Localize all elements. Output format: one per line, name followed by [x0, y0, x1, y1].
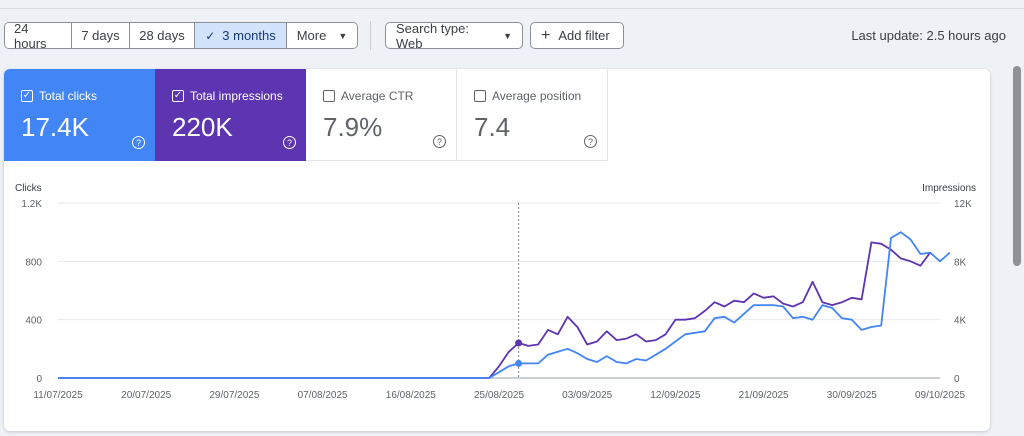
right-axis-tick-label: 8K [954, 257, 967, 268]
range-28-days-button[interactable]: 28 days [130, 23, 195, 48]
average-position-value: 7.4 [474, 112, 511, 142]
add-filter-button[interactable]: + Add filter [530, 22, 624, 49]
average-position-label: Average position [492, 89, 582, 103]
x-axis-tick-label: 20/07/2025 [121, 390, 171, 401]
x-axis-tick-label: 21/09/2025 [739, 390, 789, 401]
total-impressions-tile[interactable]: ✓ Total impressions 220K ? [155, 69, 306, 161]
x-axis-tick-label: 03/09/2025 [562, 390, 612, 401]
help-icon[interactable]: ? [283, 136, 296, 149]
average-ctr-value: 7.9% [323, 112, 383, 142]
left-axis-title: Clicks [15, 183, 42, 194]
range-3-months-label: 3 months [222, 28, 276, 43]
total-impressions-label-row: ✓ Total impressions [172, 89, 283, 103]
total-clicks-label: Total clicks [39, 89, 98, 103]
date-range-toolbar: 24 hours 7 days 28 days ✓ 3 months More … [4, 22, 358, 49]
average-ctr-label-row: Average CTR [323, 89, 413, 103]
toolbar-separator [370, 21, 371, 50]
total-clicks-value: 17.4K [21, 112, 89, 142]
range-3-months-button[interactable]: ✓ 3 months [195, 23, 287, 48]
x-axis-tick-label: 07/08/2025 [298, 390, 348, 401]
checkbox-unchecked-icon [323, 90, 335, 102]
x-axis-tick-label: 12/09/2025 [650, 390, 700, 401]
date-range-selector: 24 hours 7 days 28 days ✓ 3 months More … [4, 22, 358, 49]
clicks-series-line [58, 231, 951, 379]
checkbox-unchecked-icon [474, 90, 486, 102]
x-axis-tick-label: 25/08/2025 [474, 390, 524, 401]
dropdown-arrow-icon: ▼ [503, 30, 512, 41]
performance-card: ✓ Total clicks 17.4K ? ✓ Total impressio… [4, 69, 990, 431]
left-axis-tick-label: 0 [36, 374, 42, 385]
left-axis-tick-label: 400 [25, 316, 42, 327]
search-type-label: Search type: Web [396, 20, 469, 51]
check-icon: ✓ [205, 28, 216, 43]
top-divider [0, 8, 1024, 9]
scrollbar-thumb[interactable] [1013, 66, 1021, 266]
x-axis-tick-label: 16/08/2025 [386, 390, 436, 401]
clicks-hover-point [515, 359, 523, 367]
checkbox-checked-icon: ✓ [172, 90, 184, 102]
search-type-dropdown[interactable]: Search type: Web ▼ [385, 20, 523, 51]
average-ctr-tile[interactable]: Average CTR 7.9% ? [306, 69, 457, 161]
plus-icon: + [541, 26, 551, 44]
average-position-tile[interactable]: Average position 7.4 ? [457, 69, 608, 161]
right-axis-tick-label: 12K [954, 199, 972, 210]
x-axis-tick-label: 29/07/2025 [209, 390, 259, 401]
checkbox-checked-icon: ✓ [21, 90, 33, 102]
total-impressions-label: Total impressions [190, 89, 283, 103]
help-icon[interactable]: ? [433, 135, 446, 148]
average-position-label-row: Average position [474, 89, 581, 103]
more-dropdown[interactable]: More ▼ [287, 23, 357, 48]
x-axis-tick-label: 09/10/2025 [915, 390, 965, 401]
more-label: More [296, 28, 327, 43]
impressions-series-line [58, 241, 931, 379]
left-axis-tick-label: 1.2K [21, 199, 42, 210]
add-filter-label: Add filter [558, 28, 610, 43]
left-axis-tick-label: 800 [25, 257, 42, 268]
total-impressions-value: 220K [172, 112, 233, 142]
last-update-text: Last update: 2.5 hours ago [851, 28, 1006, 43]
total-clicks-label-row: ✓ Total clicks [21, 89, 97, 103]
x-axis-tick-label: 30/09/2025 [827, 390, 877, 401]
right-axis-tick-label: 4K [954, 316, 967, 327]
help-icon[interactable]: ? [584, 135, 597, 148]
right-axis-title: Impressions [922, 183, 976, 194]
help-icon[interactable]: ? [132, 136, 145, 149]
total-clicks-tile[interactable]: ✓ Total clicks 17.4K ? [4, 69, 155, 161]
range-7-days-button[interactable]: 7 days [72, 23, 130, 48]
average-ctr-label: Average CTR [341, 89, 414, 103]
dropdown-arrow-icon: ▼ [338, 30, 348, 41]
x-axis-tick-label: 11/07/2025 [33, 390, 83, 401]
range-24-hours-button[interactable]: 24 hours [5, 23, 72, 48]
impressions-hover-point [515, 339, 523, 347]
performance-chart[interactable]: Clicks Impressions 0 0 400 4K 800 8K 1.2K 12K 11… [4, 69, 990, 431]
right-axis-tick-label: 0 [954, 374, 960, 385]
